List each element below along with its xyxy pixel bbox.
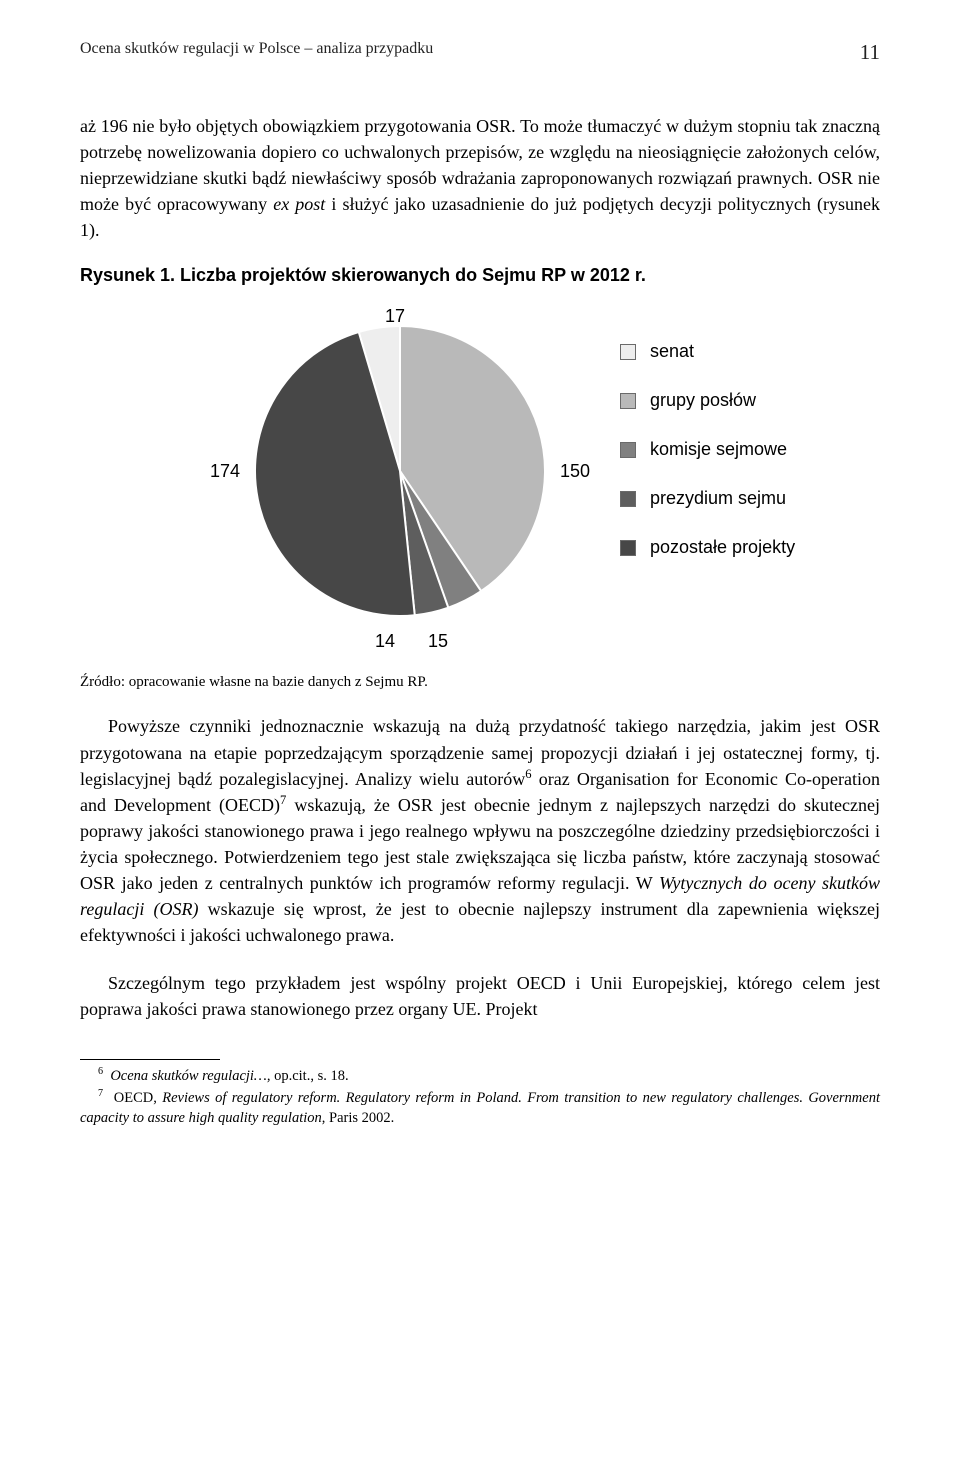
pie-callout-top: 17 <box>385 306 405 327</box>
footnote-7: 7 OECD, Reviews of regulatory reform. Re… <box>80 1088 880 1129</box>
legend-label: prezydium sejmu <box>650 488 786 509</box>
footnotes-block: 6 Ocena skutków regulacji…, op.cit., s. … <box>80 1066 880 1129</box>
running-title: Ocena skutków regulacji w Polsce – anali… <box>80 40 433 58</box>
fn6-tail: op.cit., s. 18. <box>270 1068 348 1084</box>
legend-swatch <box>620 540 636 556</box>
pie-callout-left: 174 <box>210 461 240 482</box>
pie-callout-right: 150 <box>560 461 590 482</box>
fn6-italic: Ocena skutków regulacji…, <box>110 1068 270 1084</box>
figure-title: Rysunek 1. Liczba projektów skierowanych… <box>80 265 880 286</box>
para1-italic: ex post <box>273 194 325 214</box>
fn7-tail: , Paris 2002. <box>322 1110 395 1126</box>
footnotes-rule <box>80 1059 220 1060</box>
pie-callout-bl: 14 <box>375 631 395 652</box>
legend-label: pozostałe projekty <box>650 537 795 558</box>
figure-1: 17 150 15 14 174 senat grupy posłów komisj… <box>80 306 880 666</box>
legend-item: komisje sejmowe <box>620 439 795 460</box>
fn7-a: OECD, <box>114 1090 162 1106</box>
fn6-num: 6 <box>98 1066 103 1077</box>
paragraph-3: Szczególnym tego przykładem jest wspólny… <box>80 970 880 1022</box>
footnote-6: 6 Ocena skutków regulacji…, op.cit., s. … <box>80 1066 880 1086</box>
document-page: Ocena skutków regulacji w Polsce – anali… <box>0 0 960 1190</box>
fn7-italic: Reviews of regulatory reform. Regulatory… <box>80 1090 880 1126</box>
figure-source: Źródło: opracowanie własne na bazie dany… <box>80 674 880 691</box>
legend-swatch <box>620 344 636 360</box>
fn7-num: 7 <box>98 1088 103 1099</box>
legend-label: grupy posłów <box>650 390 756 411</box>
paragraph-2: Powyższe czynniki jednoznacznie wskazują… <box>80 713 880 948</box>
page-number: 11 <box>860 40 880 65</box>
legend-item: pozostałe projekty <box>620 537 795 558</box>
pie-svg <box>250 321 550 621</box>
para2-d: wskazuje się wprost, że jest to obecnie … <box>80 899 880 945</box>
legend-swatch <box>620 442 636 458</box>
legend-label: senat <box>650 341 694 362</box>
pie-callout-br: 15 <box>428 631 448 652</box>
legend-item: grupy posłów <box>620 390 795 411</box>
pie-chart <box>250 321 550 621</box>
legend-item: prezydium sejmu <box>620 488 795 509</box>
legend-swatch <box>620 491 636 507</box>
legend-item: senat <box>620 341 795 362</box>
pie-legend: senat grupy posłów komisje sejmowe prezydiu… <box>620 341 795 586</box>
running-head: Ocena skutków regulacji w Polsce – anali… <box>80 40 880 65</box>
legend-swatch <box>620 393 636 409</box>
legend-label: komisje sejmowe <box>650 439 787 460</box>
paragraph-1: aż 196 nie było objętych obowiązkiem prz… <box>80 113 880 243</box>
